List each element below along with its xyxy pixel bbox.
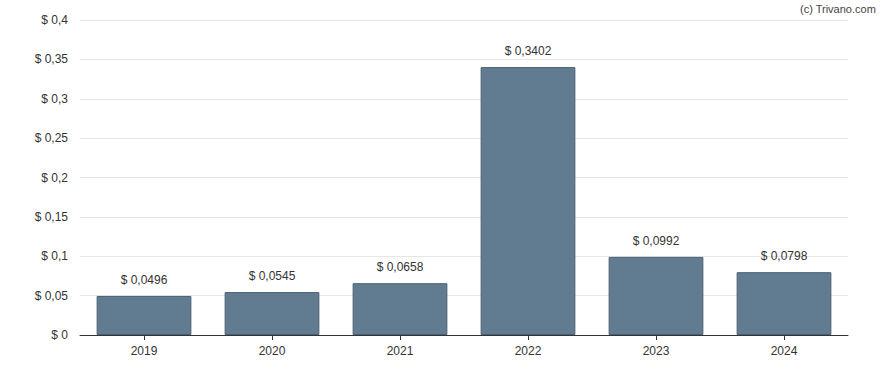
svg-text:2023: 2023 (643, 344, 670, 358)
svg-text:$ 0,25: $ 0,25 (35, 131, 69, 145)
svg-text:$ 0,35: $ 0,35 (35, 52, 69, 66)
svg-text:$ 0,0798: $ 0,0798 (761, 249, 808, 263)
svg-text:2022: 2022 (515, 344, 542, 358)
svg-text:$ 0,05: $ 0,05 (35, 289, 69, 303)
svg-text:2020: 2020 (259, 344, 286, 358)
svg-text:$ 0,0658: $ 0,0658 (377, 260, 424, 274)
svg-text:2021: 2021 (387, 344, 414, 358)
svg-text:$ 0,4: $ 0,4 (41, 13, 68, 27)
svg-text:2024: 2024 (771, 344, 798, 358)
svg-text:2019: 2019 (131, 344, 158, 358)
svg-text:$ 0,0545: $ 0,0545 (249, 269, 296, 283)
svg-text:(c) Trivano.com: (c) Trivano.com (800, 3, 876, 15)
svg-text:$ 0,1: $ 0,1 (41, 249, 68, 263)
svg-text:$ 0: $ 0 (51, 328, 68, 342)
svg-text:$ 0,15: $ 0,15 (35, 210, 69, 224)
svg-text:$ 0,0992: $ 0,0992 (633, 234, 680, 248)
svg-text:$ 0,0496: $ 0,0496 (121, 273, 168, 287)
svg-text:$ 0,2: $ 0,2 (41, 171, 68, 185)
svg-text:$ 0,3402: $ 0,3402 (505, 44, 552, 58)
svg-text:$ 0,3: $ 0,3 (41, 92, 68, 106)
